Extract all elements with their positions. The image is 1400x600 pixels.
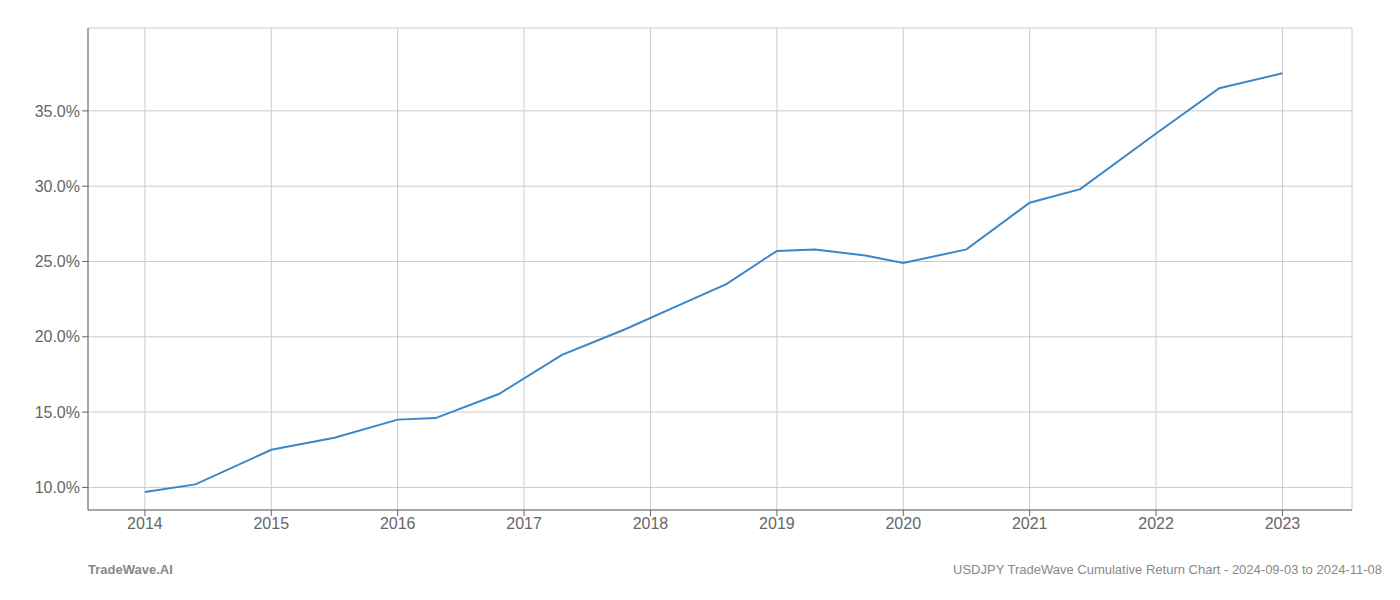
svg-text:2014: 2014 — [127, 515, 163, 532]
svg-text:2018: 2018 — [633, 515, 669, 532]
svg-text:2017: 2017 — [506, 515, 542, 532]
svg-text:2016: 2016 — [380, 515, 416, 532]
html-text:USDJPY TradeWave Cumulative Re: USDJPY TradeWave Cumulative Return Chart… — [953, 561, 1382, 577]
svg-text:2019: 2019 — [759, 515, 795, 532]
svg-text:25.0%: 25.0% — [35, 253, 80, 270]
svg-text:20.0%: 20.0% — [35, 328, 80, 345]
html-text:TradeWave.AI: TradeWave.AI — [88, 561, 173, 577]
svg-text:2020: 2020 — [885, 515, 921, 532]
svg-text:10.0%: 10.0% — [35, 479, 80, 496]
svg-text:2021: 2021 — [1012, 515, 1048, 532]
svg-text:30.0%: 30.0% — [35, 178, 80, 195]
svg-text:2022: 2022 — [1138, 515, 1174, 532]
svg-text:2015: 2015 — [253, 515, 289, 532]
svg-text:35.0%: 35.0% — [35, 103, 80, 120]
svg-text:2023: 2023 — [1265, 515, 1301, 532]
svg-text:15.0%: 15.0% — [35, 404, 80, 421]
